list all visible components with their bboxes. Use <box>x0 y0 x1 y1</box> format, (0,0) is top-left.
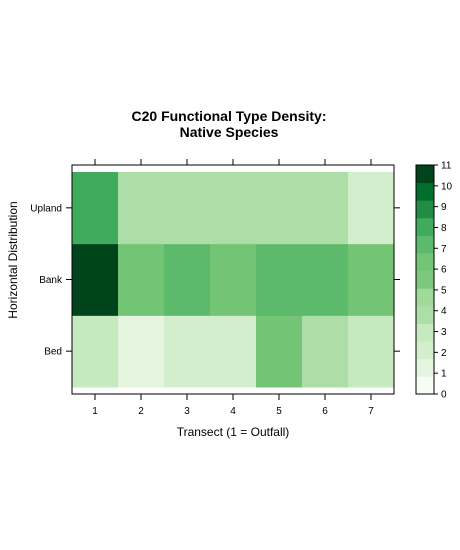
colorbar-tick-label: 7 <box>441 244 447 255</box>
heatmap-cell <box>302 172 349 245</box>
colorbar-tick-label: 11 <box>441 161 452 172</box>
colorbar-tick-label: 1 <box>441 369 447 380</box>
x-axis-label: Transect (1 = Outfall) <box>177 425 290 439</box>
heatmap-cell <box>118 172 165 245</box>
colorbar-frame <box>415 164 435 395</box>
colorbar-swatch <box>416 358 434 377</box>
colorbar-swatch <box>416 182 434 201</box>
y-tick-label: Bank <box>39 275 63 286</box>
heatmap-cell <box>348 315 395 388</box>
colorbar-swatch <box>416 341 434 360</box>
heatmap-cell <box>164 172 211 245</box>
heatmap-cell <box>118 315 165 388</box>
heatmap-cell <box>348 172 395 245</box>
colorbar-swatch <box>416 376 434 395</box>
colorbar-tick-label: 5 <box>441 285 447 296</box>
colorbar-tick-label: 8 <box>441 223 447 234</box>
colorbar-tick-label: 10 <box>441 181 453 192</box>
colorbar-swatch <box>416 235 434 254</box>
heatmap-cell <box>164 243 211 316</box>
heatmap-cell <box>72 243 119 316</box>
colorbar-swatch <box>416 217 434 236</box>
heatmap-cell <box>256 172 303 245</box>
colorbar-swatch <box>416 305 434 324</box>
x-tick-label: 7 <box>368 406 374 417</box>
colorbar-swatch <box>416 253 434 272</box>
x-tick-label: 2 <box>138 406 144 417</box>
heatmap-cell <box>348 243 395 316</box>
x-tick-label: 3 <box>184 406 190 417</box>
heatmap-cells <box>72 172 395 388</box>
colorbar-swatch <box>416 165 434 184</box>
heatmap-cell <box>210 315 257 388</box>
heatmap-cell <box>210 243 257 316</box>
colorbar-tick-label: 0 <box>441 390 447 401</box>
colorbar-swatch <box>416 270 434 289</box>
heatmap-cell <box>72 172 119 245</box>
y-tick-label: Bed <box>44 347 62 358</box>
heatmap-cell <box>256 315 303 388</box>
heatmap-cell <box>256 243 303 316</box>
heatmap-cell <box>302 243 349 316</box>
colorbar-swatch <box>416 200 434 219</box>
chart-title: C20 Functional Type Density: <box>132 108 327 124</box>
heatmap-cell <box>302 315 349 388</box>
heatmap-cell <box>164 315 211 388</box>
colorbar-swatch <box>416 323 434 342</box>
x-tick-label: 1 <box>92 406 98 417</box>
heatmap-cell <box>118 243 165 316</box>
colorbar: 0 1 2 3 4 5 6 7 8 9 10 11 <box>415 161 453 401</box>
colorbar-tick-label: 9 <box>441 202 447 213</box>
colorbar-swatch <box>416 288 434 307</box>
axis-ticks: 1 2 3 4 5 6 7 Bed Bank Upland <box>30 159 400 417</box>
heatmap-cell <box>72 315 119 388</box>
colorbar-tick-label: 4 <box>441 306 447 317</box>
y-tick-label: Upland <box>30 203 62 214</box>
colorbar-tick-label: 6 <box>441 265 447 276</box>
chart-subtitle: Native Species <box>180 124 279 140</box>
x-tick-label: 6 <box>322 406 328 417</box>
colorbar-tick-label: 2 <box>441 348 447 359</box>
heatmap-cell <box>210 172 257 245</box>
y-axis-label: Horizontal Distribution <box>6 201 20 318</box>
x-tick-label: 4 <box>230 406 236 417</box>
colorbar-tick-label: 3 <box>441 327 447 338</box>
x-tick-label: 5 <box>276 406 282 417</box>
